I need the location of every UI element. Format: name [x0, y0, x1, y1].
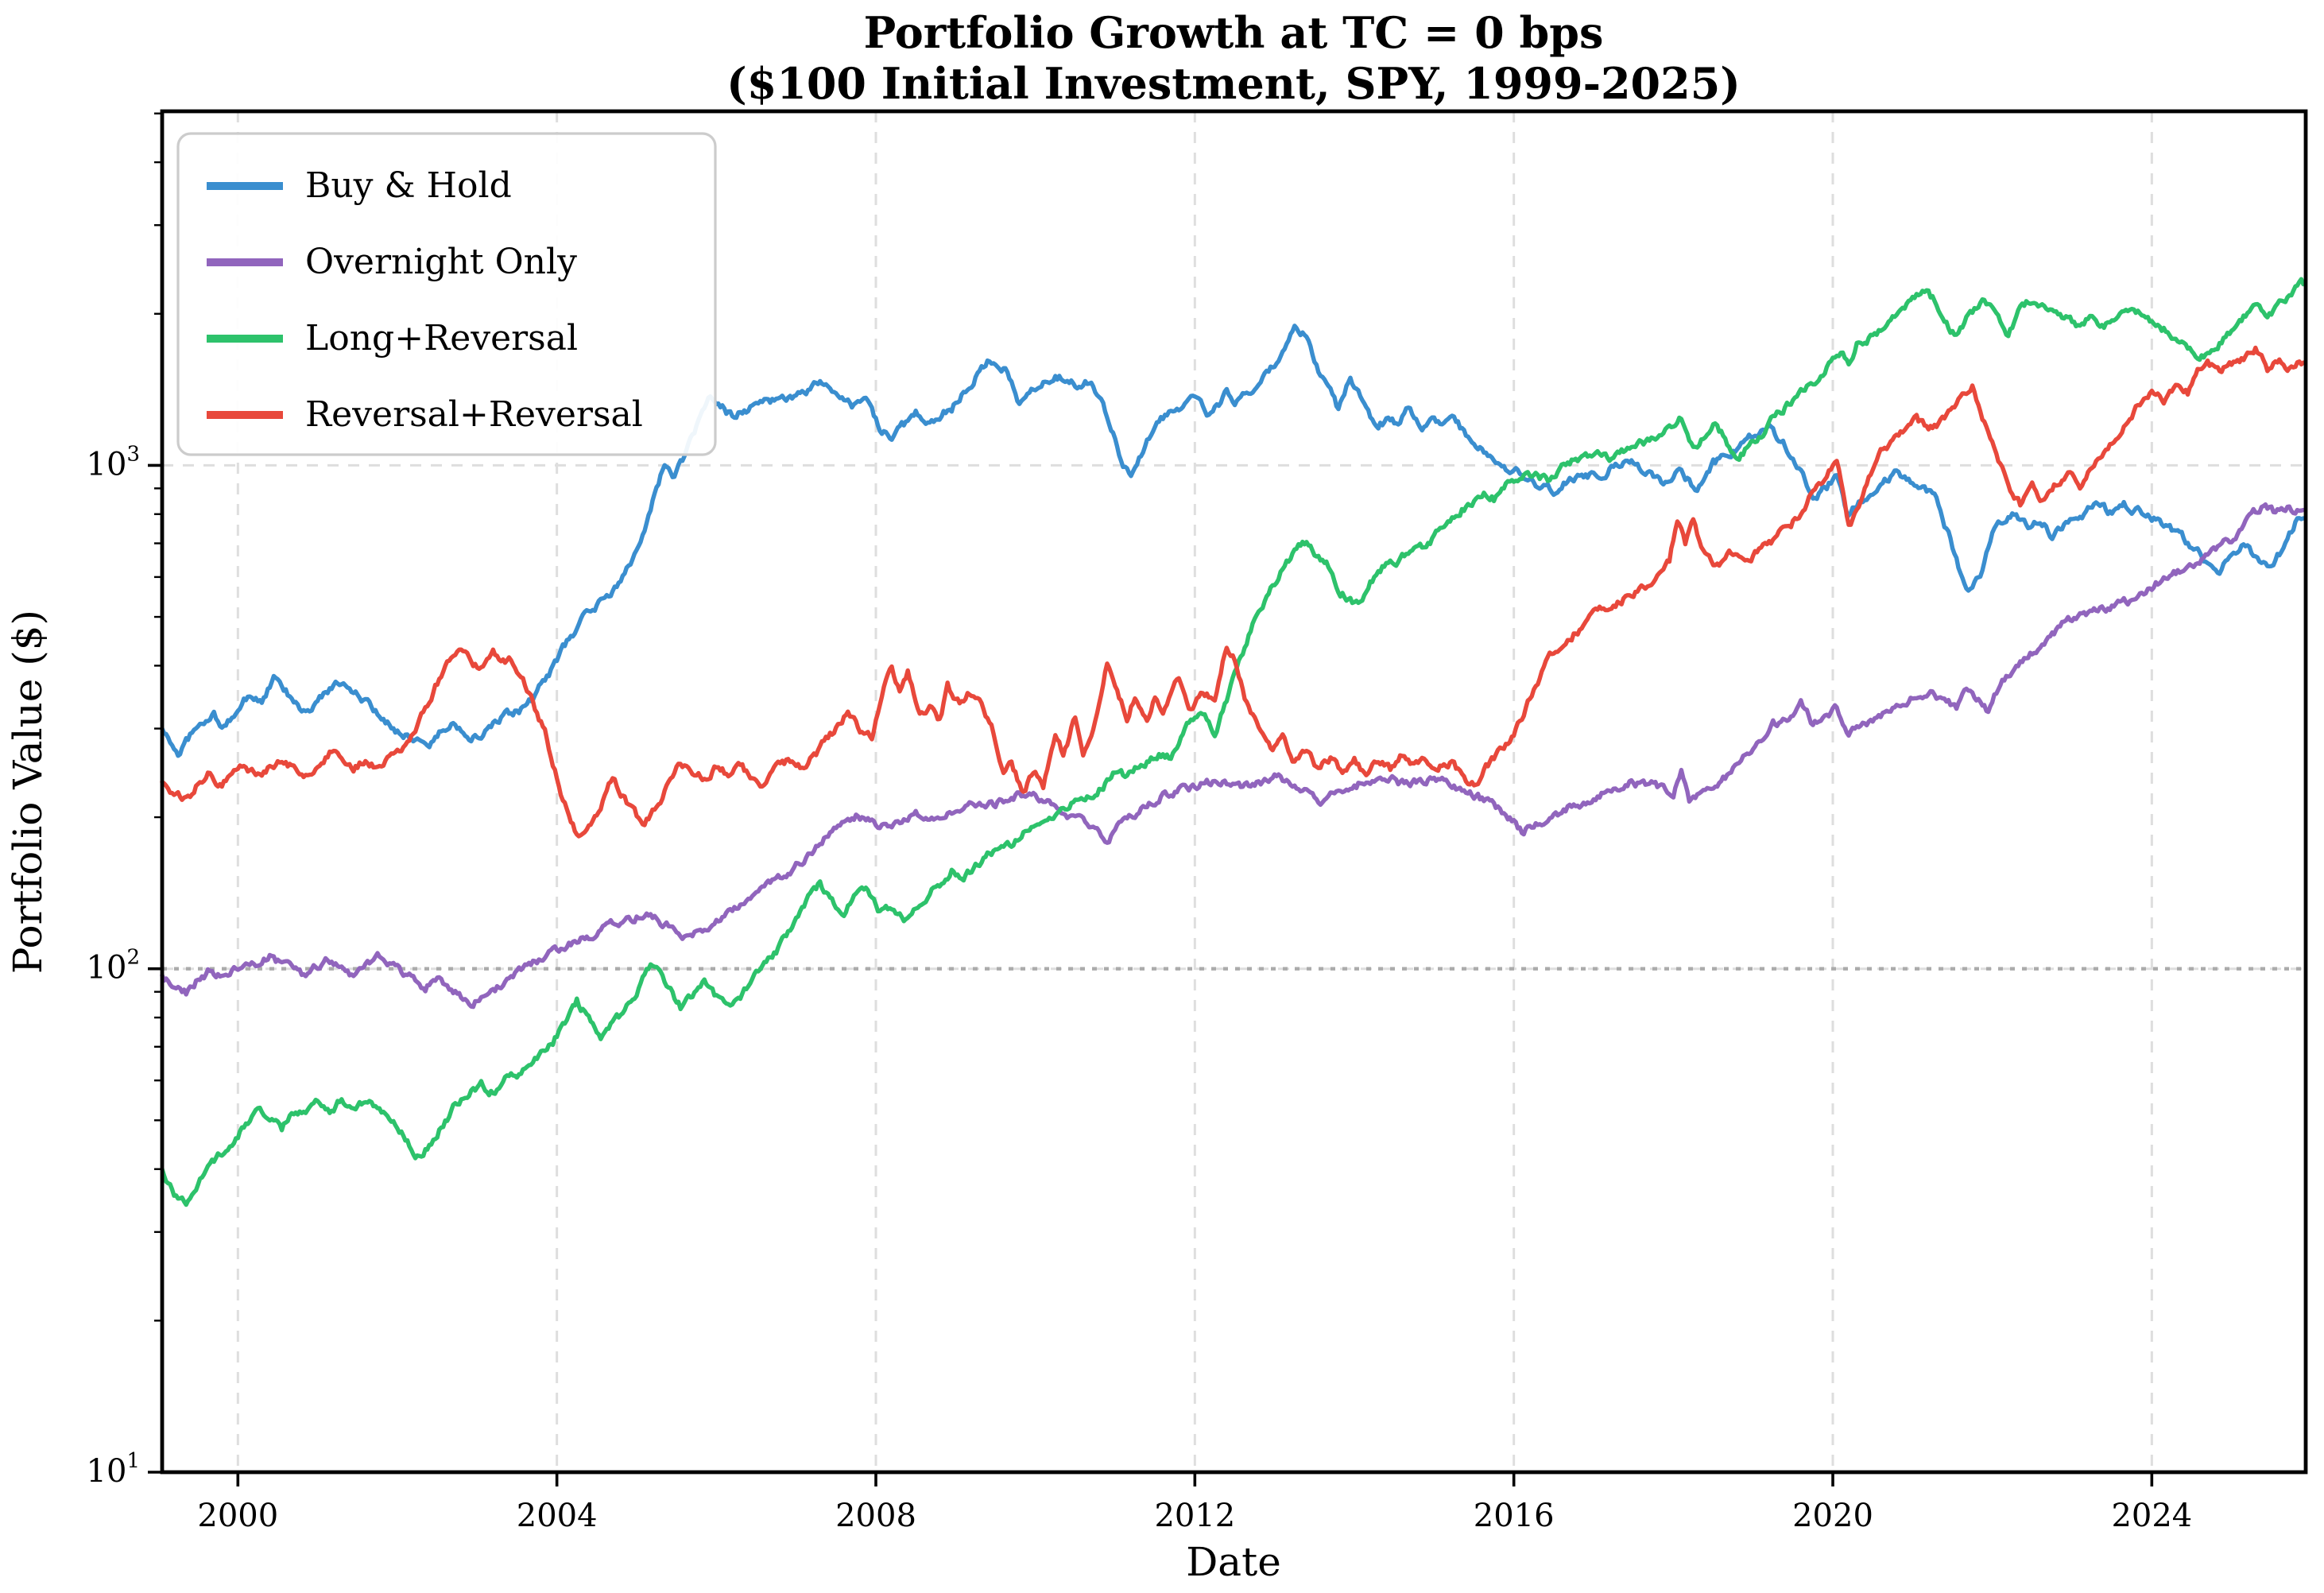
series-line-buy-hold — [160, 324, 2306, 758]
legend: Buy & Hold Overnight Only Long+Reversal Rev… — [176, 132, 717, 456]
axis-tick-labels: 2000 2004 2008 2012 2016 2020 2024 101 102 103 — [87, 442, 2193, 1534]
y-axis-label: Portfolio Value ($) — [5, 610, 51, 974]
chart-title: Portfolio Growth at TC = 0 bps — [864, 7, 1604, 58]
axis-ticks — [148, 112, 2154, 1486]
legend-label-4: Reversal+Reversal — [305, 394, 643, 435]
chart-subtitle: ($100 Initial Investment, SPY, 1999-2025… — [726, 58, 1741, 109]
legend-box — [176, 132, 717, 456]
legend-label-1: Buy & Hold — [305, 165, 512, 206]
series-line-long-reversal — [160, 277, 2306, 1207]
x-tick-label: 2016 — [1474, 1498, 1555, 1534]
x-tick-label: 2004 — [517, 1498, 598, 1534]
y-tick-label: 103 — [87, 442, 140, 483]
x-tick-label: 2012 — [1154, 1498, 1235, 1534]
x-tick-label: 2020 — [1792, 1498, 1873, 1534]
series-line-reversal-reversal — [160, 345, 2306, 839]
x-tick-label: 2024 — [2111, 1498, 2192, 1534]
series-lines — [160, 277, 2306, 1207]
legend-label-3: Long+Reversal — [305, 318, 578, 359]
y-tick-label: 101 — [87, 1449, 140, 1490]
x-tick-label: 2008 — [835, 1498, 916, 1534]
x-tick-label: 2000 — [197, 1498, 278, 1534]
series-line-overnight-only — [160, 502, 2306, 1010]
y-tick-label: 102 — [87, 946, 140, 986]
plot-border — [160, 109, 2308, 1475]
legend-label-2: Overnight Only — [305, 242, 577, 282]
x-axis-label: Date — [1186, 1539, 1281, 1585]
